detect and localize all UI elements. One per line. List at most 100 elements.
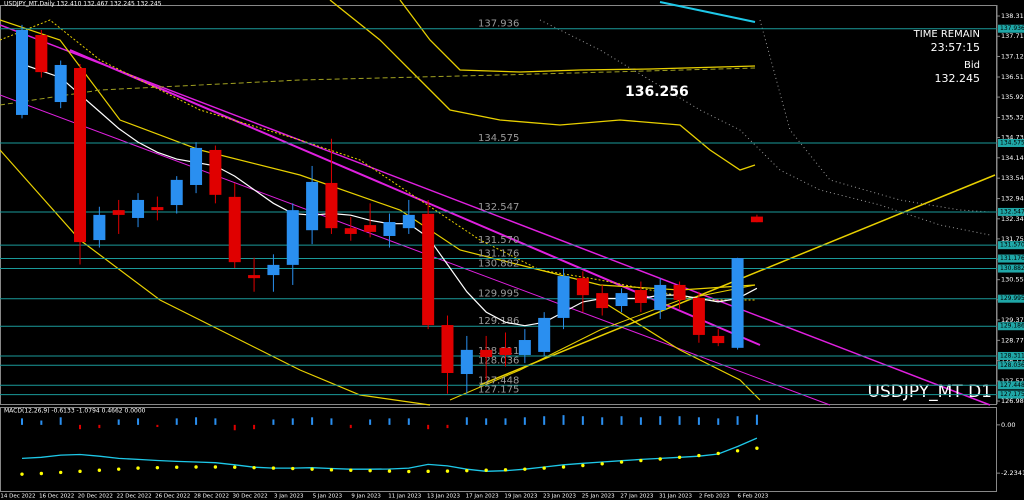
level-tag [998,390,1024,399]
level-tag-label: 131.176 [1000,255,1024,262]
macd-bar [446,424,449,429]
level-tag-label: 134.575 [1000,139,1024,146]
y-tick-label: 0.00 [1001,421,1015,429]
x-tick-label: 14 Dec 2022 [0,494,35,500]
y-tick-label: 134.140 [1001,154,1024,162]
cloud-span [759,19,991,213]
level-label: 132.547 [478,202,519,213]
bid-label: Bid [964,60,980,71]
x-tick-label: 31 Jan 2023 [659,494,692,500]
level-label: 128.311 [478,346,519,357]
cloud-label: 136.256 [625,84,689,100]
y-tick-label: 128.770 [1001,336,1024,344]
band-upper [0,19,756,291]
signal-dot [465,468,469,473]
candle-body [673,284,686,300]
level-tag [998,264,1024,273]
signal-dot [697,453,701,458]
level-tag [998,381,1024,390]
candle-body [228,196,241,263]
y-tick-label: 126.985 [1001,397,1024,405]
macd-bar [620,416,623,425]
candle-body [35,35,48,73]
candle-body [209,149,222,195]
macd-bar [504,418,507,425]
macd-bar [137,418,140,425]
level-tag [998,241,1024,250]
macd-bar [543,416,546,425]
candle-body [344,228,357,234]
macd-bar [195,417,198,425]
macd-bar [349,424,352,429]
candle-body [248,275,261,279]
signal-dot [368,468,372,473]
macd-bar [79,424,82,430]
signal-dot [523,467,527,471]
candle-body [460,349,473,375]
bid-value: 132.245 [935,72,981,85]
y-tick-label: 130.555 [1001,276,1024,284]
candle-body [170,179,183,206]
signal-dot [716,451,720,456]
y-tick-label: 138.310 [1001,12,1024,20]
signal-dot [639,458,643,463]
x-tick-label: 2 Feb 2023 [699,494,730,500]
band-mid [449,284,756,401]
macd-bar [311,417,314,425]
cloud-upper [329,0,756,171]
signal-dot [97,468,102,472]
tenkan [0,19,755,301]
level-tag-label: 127.175 [1000,391,1024,398]
signal-dot [755,446,759,450]
candle-body [422,213,435,326]
candle-body [750,216,763,223]
x-tick-label: 26 Dec 2022 [155,494,190,500]
level-tag-label: 137.936 [1000,25,1024,32]
watermark: USDJPY_MT D1 [868,382,992,402]
candle-body [480,349,493,358]
cloud-span [539,19,991,236]
y-tick-label: 127.575 [1001,377,1024,385]
macd-bar [562,415,565,425]
signal-dot [349,468,353,472]
y-tick-label: 132.940 [1001,195,1024,203]
candle-body [190,147,203,185]
signal-dot [735,449,740,453]
y-tick-label: 136.516 [1001,73,1024,81]
x-tick-label: 23 Jan 2023 [543,494,576,500]
candle-body [731,258,744,348]
candle-body [538,317,551,352]
level-tag-label: 129.995 [1000,295,1024,302]
level-label: 131.176 [478,249,519,260]
macd-bar [98,424,101,429]
signal-dot [542,466,546,470]
x-tick-label: 3 Jan 2023 [274,494,304,500]
level-label: 134.575 [478,133,519,144]
y-tick-label: -2.2341 [1001,469,1024,477]
macd-bar [330,418,333,425]
signal-dot [271,466,276,470]
signal-dot [117,467,121,471]
macd-bar [214,418,217,425]
level-label: 130.882 [478,259,519,270]
level-tag [998,254,1024,263]
time-label: TIME REMAIN [913,29,980,40]
macd-bar [272,419,275,425]
macd-bar [717,418,720,425]
candle-body [402,214,415,229]
candle-body [557,276,570,318]
macd-line [21,437,758,472]
chart-title: USDJPY_MT,Daily 132.410 132.467 132.245 … [4,1,162,8]
candle-body [74,68,87,243]
x-tick-label: 11 Jan 2023 [388,494,421,500]
macd-bar [581,416,584,425]
level-tag-label: 129.186 [1000,323,1024,330]
level-label: 129.995 [478,289,519,300]
y-tick-label: 129.370 [1001,316,1024,324]
signal-dot [310,467,314,471]
signal-dot [39,471,44,476]
level-tag [998,207,1024,216]
macd-bar [755,414,758,425]
macd-bar [156,424,159,428]
